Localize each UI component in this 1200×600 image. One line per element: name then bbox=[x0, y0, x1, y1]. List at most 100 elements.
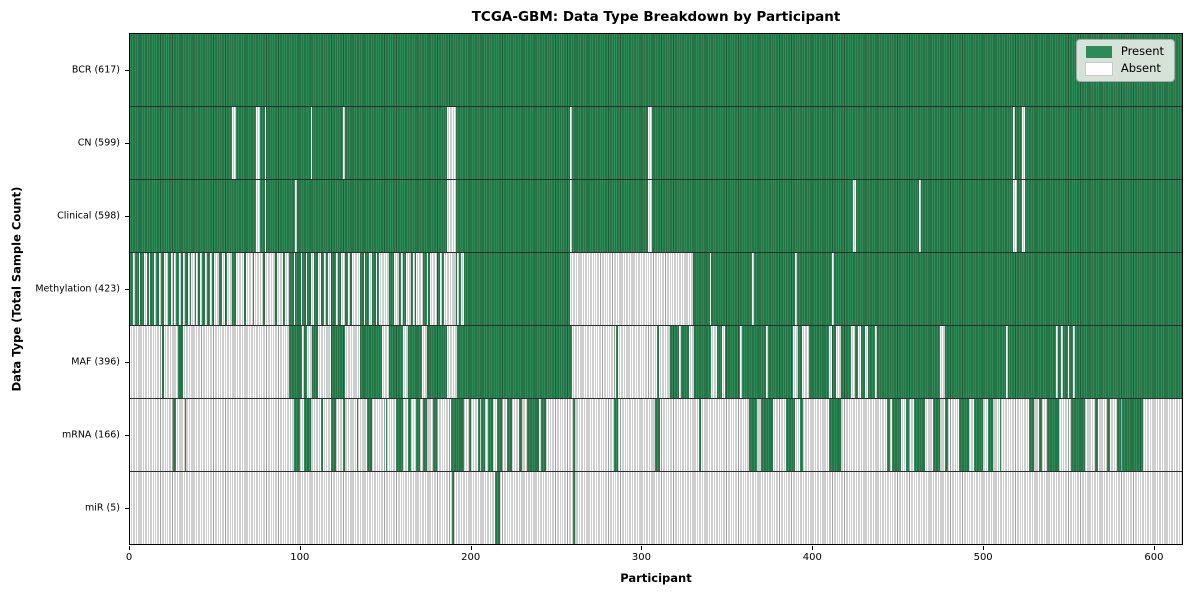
heatmap-row-methylation bbox=[130, 252, 1182, 325]
x-tick-label: 500 bbox=[973, 552, 993, 563]
absent-segment bbox=[709, 253, 712, 325]
absent-segment bbox=[1055, 326, 1058, 398]
present-segment bbox=[1117, 399, 1121, 471]
absent-segment bbox=[1013, 107, 1015, 179]
absent-segment bbox=[191, 253, 195, 325]
present-segment bbox=[452, 472, 454, 544]
present-segment bbox=[331, 399, 337, 471]
present-segment bbox=[800, 399, 804, 471]
heatmap-row-cn bbox=[130, 106, 1182, 179]
absent-segment bbox=[276, 253, 284, 325]
absent-segment bbox=[832, 253, 835, 325]
x-tick-mark bbox=[812, 546, 814, 550]
present-segment bbox=[699, 399, 702, 471]
y-tick-label: Methylation (423) bbox=[35, 283, 120, 295]
absent-segment bbox=[394, 253, 400, 325]
absent-segment bbox=[205, 253, 207, 325]
absent-segment bbox=[264, 180, 267, 252]
x-tick-label: 200 bbox=[461, 552, 481, 563]
x-tick-mark bbox=[983, 546, 985, 550]
absent-segment bbox=[143, 253, 148, 325]
absent-segment bbox=[1072, 326, 1075, 398]
absent-segment bbox=[421, 326, 427, 398]
absent-segment bbox=[919, 180, 922, 252]
absent-segment bbox=[740, 326, 743, 398]
heatmap-grid bbox=[130, 34, 1182, 544]
present-segment bbox=[958, 399, 969, 471]
absent-segment bbox=[307, 326, 313, 398]
x-axis-label: Participant bbox=[620, 571, 692, 585]
absent-segment bbox=[336, 253, 338, 325]
present-segment bbox=[829, 399, 841, 471]
absent-segment bbox=[689, 326, 695, 398]
absent-segment bbox=[210, 253, 212, 325]
absent-segment bbox=[182, 253, 185, 325]
x-tick-label: 0 bbox=[125, 552, 133, 563]
absent-segment bbox=[416, 253, 424, 325]
present-segment bbox=[573, 399, 575, 471]
absent-segment bbox=[382, 326, 390, 398]
y-tick-methylation: Methylation (423) bbox=[0, 252, 129, 325]
absent-segment bbox=[1021, 180, 1026, 252]
absent-segment bbox=[569, 107, 572, 179]
y-tick-mir: miR (5) bbox=[0, 472, 129, 545]
absent-segment bbox=[138, 253, 141, 325]
absent-segment bbox=[460, 253, 465, 325]
x-axis-ticks: 0 100 200 300 400 500 600 bbox=[125, 545, 1183, 567]
present-segment bbox=[518, 399, 523, 471]
absent-segment bbox=[158, 253, 161, 325]
present-swatch bbox=[1085, 46, 1112, 58]
absent-segment bbox=[447, 107, 456, 179]
present-segment bbox=[933, 399, 940, 471]
x-tick-mark bbox=[641, 546, 643, 550]
present-segment bbox=[1028, 399, 1034, 471]
present-segment bbox=[172, 399, 177, 471]
legend-entry-present: Present bbox=[1085, 44, 1164, 59]
absent-segment bbox=[293, 253, 296, 325]
legend-entry-absent: Absent bbox=[1084, 62, 1164, 76]
x-tick-label: 400 bbox=[802, 552, 822, 563]
present-segment bbox=[748, 399, 758, 471]
absent-segment bbox=[196, 253, 199, 325]
absent-segment bbox=[829, 326, 833, 398]
absent-segment bbox=[302, 326, 304, 398]
absent-segment bbox=[174, 253, 177, 325]
present-segment bbox=[366, 399, 373, 471]
absent-segment bbox=[245, 253, 253, 325]
absent-segment bbox=[351, 253, 361, 325]
absent-segment bbox=[401, 253, 403, 325]
heatmap-row-maf bbox=[130, 325, 1182, 398]
y-tick-mark bbox=[125, 288, 129, 290]
absent-segment bbox=[264, 107, 267, 179]
heatmap-row-mrna bbox=[130, 398, 1182, 471]
heatmap-row-mir bbox=[130, 471, 1182, 544]
present-segment bbox=[914, 399, 925, 471]
legend-label-present: Present bbox=[1120, 44, 1164, 59]
absent-segment bbox=[571, 326, 616, 398]
absent-segment bbox=[133, 253, 136, 325]
absent-segment bbox=[1067, 326, 1070, 398]
absent-segment bbox=[793, 326, 799, 398]
present-segment bbox=[1095, 399, 1099, 471]
present-segment bbox=[655, 399, 661, 471]
y-tick-mark bbox=[125, 362, 129, 364]
absent-segment bbox=[148, 253, 151, 325]
absent-segment bbox=[363, 253, 366, 325]
y-tick-label: mRNA (166) bbox=[61, 429, 120, 441]
absent-segment bbox=[858, 326, 862, 398]
x-tick-mark bbox=[1153, 546, 1155, 550]
absent-segment bbox=[752, 253, 755, 325]
absent-segment bbox=[406, 253, 412, 325]
absent-segment bbox=[310, 107, 313, 179]
y-tick-mark bbox=[125, 508, 129, 510]
absent-segment bbox=[440, 253, 443, 325]
present-segment bbox=[527, 399, 540, 471]
x-tick-mark bbox=[129, 546, 130, 550]
y-tick-maf: MAF (396) bbox=[0, 326, 129, 399]
present-segment bbox=[1038, 399, 1043, 471]
absent-segment bbox=[852, 180, 857, 252]
x-tick-label: 600 bbox=[1144, 552, 1164, 563]
x-tick-mark bbox=[299, 546, 301, 550]
present-segment bbox=[477, 399, 480, 471]
absent-segment bbox=[222, 253, 226, 325]
